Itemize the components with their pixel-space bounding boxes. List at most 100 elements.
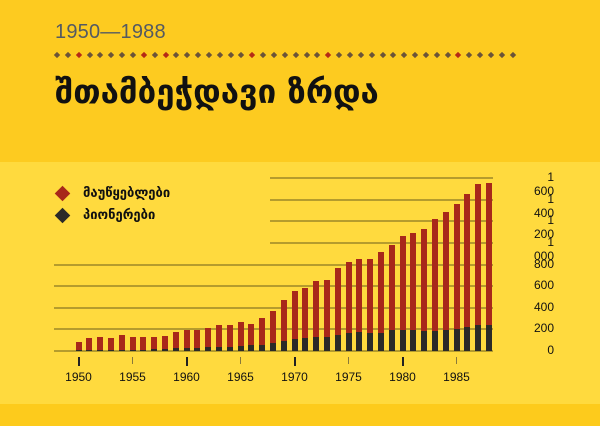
bar-broadcasters	[259, 317, 266, 345]
bar-pioneers	[129, 349, 136, 351]
bar-broadcasters	[205, 327, 212, 348]
bar-broadcasters	[75, 341, 82, 351]
bar-pioneers	[323, 337, 330, 351]
bar-pioneers	[291, 338, 298, 351]
y-axis-label: 0	[547, 343, 554, 357]
bar-pioneers	[302, 337, 309, 351]
bar-pioneers	[97, 349, 104, 351]
bar-pioneers	[367, 332, 374, 351]
legend-label: მაუწყებლები	[83, 185, 171, 201]
x-axis-tick	[293, 357, 296, 366]
bar-pioneers	[248, 345, 255, 351]
bar-broadcasters	[367, 259, 374, 333]
bar-broadcasters	[345, 261, 352, 333]
gridline	[270, 177, 493, 179]
x-axis-label: 1950	[65, 370, 92, 384]
legend-label: პიონერები	[83, 207, 156, 223]
bar-broadcasters	[269, 310, 276, 344]
bar-pioneers	[356, 332, 363, 351]
bar-broadcasters	[107, 337, 114, 350]
bar-pioneers	[280, 341, 287, 351]
bar-broadcasters	[151, 336, 158, 350]
gridline	[270, 241, 493, 244]
x-axis-label: 1985	[443, 370, 470, 384]
x-axis-label: 1955	[119, 370, 146, 384]
legend-item-pioneers: პიონერები	[54, 204, 170, 226]
y-axis-label: 1 400	[533, 191, 554, 220]
gridline	[270, 198, 493, 201]
bar-broadcasters	[118, 335, 125, 350]
x-axis-tick	[401, 357, 404, 366]
bar-pioneers	[259, 344, 266, 351]
x-axis-tick	[239, 357, 241, 364]
bar-pioneers	[421, 330, 428, 351]
year-range: 1950—1988	[55, 21, 166, 43]
x-axis-tick	[455, 357, 457, 364]
bar-broadcasters	[453, 204, 460, 330]
bar-pioneers	[313, 337, 320, 351]
bar-broadcasters	[97, 336, 104, 350]
chart-title: შთამბეჭდავი ზრდა	[55, 72, 379, 111]
bar-broadcasters	[248, 323, 255, 346]
bar-broadcasters	[410, 232, 417, 331]
bar-broadcasters	[302, 287, 309, 338]
bar-pioneers	[269, 343, 276, 351]
bar-broadcasters	[323, 279, 330, 338]
y-axis-label: 400	[533, 299, 554, 314]
x-axis-label: 1975	[335, 370, 362, 384]
gridline	[54, 350, 493, 352]
bar-broadcasters	[377, 252, 384, 333]
bar-broadcasters	[388, 245, 395, 331]
gridline	[54, 263, 493, 266]
bar-broadcasters	[129, 337, 136, 350]
bar-pioneers	[334, 335, 341, 351]
bar-broadcasters	[464, 193, 471, 327]
bar-pioneers	[183, 347, 190, 351]
bar-pioneers	[86, 349, 93, 351]
bar-broadcasters	[86, 337, 93, 350]
x-axis-tick	[185, 357, 188, 366]
y-axis-label: 1 200	[533, 213, 554, 242]
bar-broadcasters	[226, 324, 233, 347]
x-axis-tick	[347, 357, 349, 364]
bar-pioneers	[388, 330, 395, 351]
bar-pioneers	[399, 329, 406, 351]
bar-pioneers	[442, 329, 449, 351]
bar-broadcasters	[399, 235, 406, 330]
bar-pioneers	[161, 348, 168, 351]
x-axis-tick	[131, 357, 133, 364]
bar-broadcasters	[356, 259, 363, 333]
bar-pioneers	[475, 324, 482, 351]
x-axis-label: 1970	[281, 370, 308, 384]
bar-pioneers	[345, 332, 352, 351]
bar-pioneers	[377, 332, 384, 351]
x-axis-label: 1965	[227, 370, 254, 384]
bar-pioneers	[118, 349, 125, 351]
bar-broadcasters	[334, 268, 341, 336]
x-axis-label: 1960	[173, 370, 200, 384]
bar-broadcasters	[172, 331, 179, 348]
bar-pioneers	[205, 347, 212, 351]
x-axis-tick	[77, 357, 80, 366]
bar-broadcasters	[475, 184, 482, 325]
y-axis-label: 200	[533, 321, 554, 336]
y-axis-label: 1 000	[533, 234, 554, 263]
bar-broadcasters	[237, 321, 244, 347]
y-axis-label: 1 600	[533, 170, 554, 198]
bar-broadcasters	[421, 229, 428, 331]
bar-pioneers	[464, 326, 471, 351]
bar-pioneers	[237, 346, 244, 351]
legend: მაუწყებლები პიონერები	[54, 182, 171, 226]
bar-pioneers	[485, 324, 492, 351]
bar-broadcasters	[291, 290, 298, 339]
bar-pioneers	[151, 349, 158, 351]
gridline	[54, 285, 493, 288]
y-axis-label: 600	[533, 278, 554, 293]
bar-broadcasters	[431, 219, 438, 332]
gridline	[270, 220, 493, 223]
bar-broadcasters	[280, 299, 287, 342]
bar-pioneers	[453, 329, 460, 351]
bar-broadcasters	[215, 324, 222, 348]
bar-broadcasters	[313, 281, 320, 338]
bar-pioneers	[172, 347, 179, 351]
